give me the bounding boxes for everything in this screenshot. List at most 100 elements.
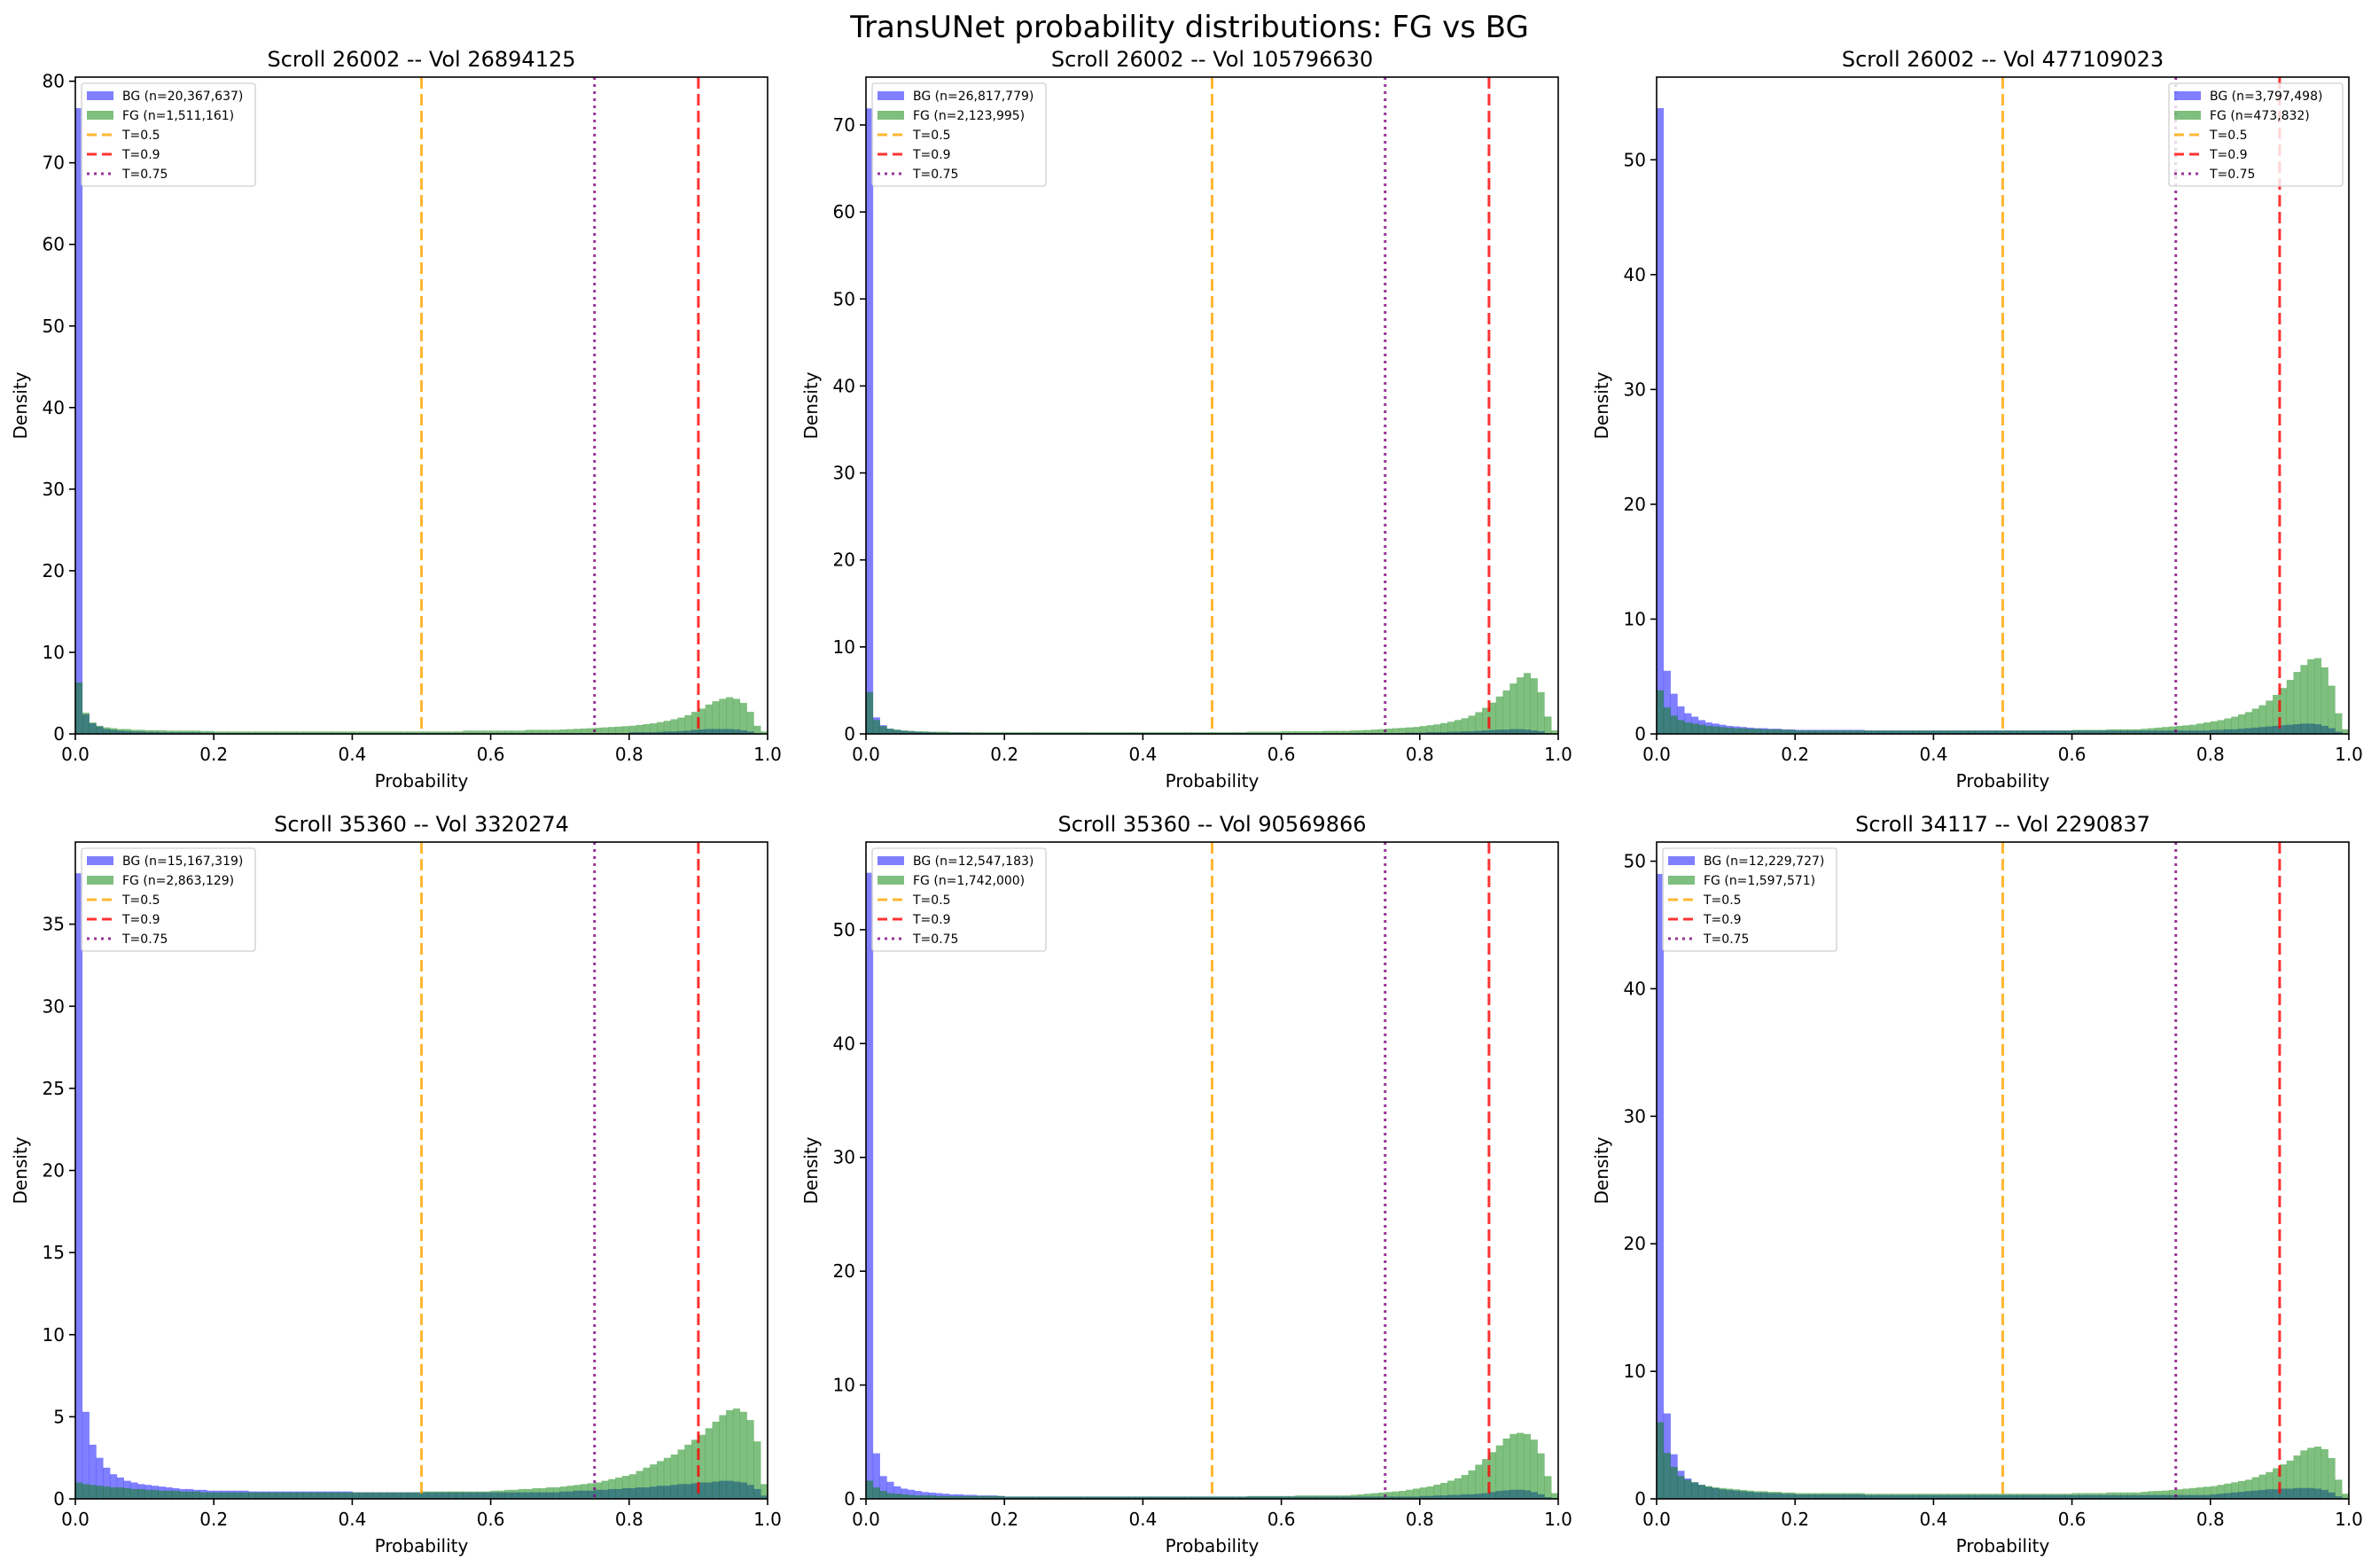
- histogram-bar: [621, 726, 630, 734]
- y-tick-label: 30: [833, 463, 855, 484]
- histogram-bar: [1975, 730, 1983, 734]
- histogram-bar: [1337, 1495, 1345, 1499]
- histogram-bar: [2079, 1493, 2086, 1499]
- x-tick-label: 0.6: [2058, 744, 2086, 765]
- y-tick-label: 40: [1624, 264, 1646, 285]
- histogram-bar: [963, 1495, 971, 1499]
- histogram-bar: [172, 1490, 180, 1499]
- histogram-bar: [948, 732, 956, 734]
- histogram-bar: [165, 1490, 173, 1499]
- histogram-bar: [331, 1492, 339, 1499]
- histogram-bar: [110, 728, 118, 734]
- histogram-bar: [2051, 1494, 2059, 1499]
- histogram-bar: [970, 732, 978, 734]
- histogram-bar: [248, 731, 256, 734]
- histogram-bar: [1691, 1482, 1699, 1499]
- histogram-bar: [2273, 694, 2281, 734]
- histogram-bar: [914, 1491, 922, 1499]
- histogram-bar: [753, 1441, 761, 1499]
- histogram-bar: [1704, 725, 1712, 734]
- histogram-bar: [158, 1490, 166, 1499]
- x-tick-label: 0.0: [61, 1509, 90, 1530]
- histogram-bar: [1184, 732, 1192, 734]
- histogram-bar: [872, 1453, 880, 1499]
- histogram-bar: [2162, 1490, 2170, 1499]
- histogram-bar: [144, 729, 152, 734]
- histogram-bar: [2148, 1491, 2156, 1499]
- histogram-bar: [1509, 683, 1517, 734]
- histogram-bar: [221, 731, 229, 734]
- histogram-bar: [1726, 1488, 1734, 1499]
- y-tick-label: 0: [53, 1488, 65, 1509]
- histogram-bar: [1364, 729, 1372, 734]
- histogram-bar: [1440, 722, 1448, 734]
- histogram-bar: [1288, 1495, 1296, 1499]
- histogram-bar: [441, 1491, 450, 1499]
- histogram-bar: [394, 1492, 402, 1499]
- histogram-bar: [2064, 1494, 2072, 1499]
- legend-label: FG (n=1,742,000): [913, 874, 1025, 888]
- histogram-bar: [628, 725, 636, 734]
- histogram-bar: [1995, 1494, 2003, 1499]
- histogram-bar: [1163, 732, 1171, 734]
- histogram-bar: [2133, 1492, 2141, 1499]
- axes-frame: [865, 841, 1559, 1500]
- histogram-bar: [1330, 1495, 1338, 1499]
- histogram-bar: [1670, 715, 1678, 734]
- histogram-bar: [1433, 724, 1441, 734]
- histogram-bar: [2120, 729, 2128, 734]
- histogram-bar: [1774, 1492, 1782, 1499]
- subplot: 0.0 0.2 0.4 0.6 0.8 1.0 0 10 20 30 40 50 Scroll 3536…: [800, 812, 1572, 1556]
- histogram-bar: [907, 1494, 915, 1499]
- histogram-bar: [608, 727, 616, 734]
- y-tick-label: 15: [43, 1242, 65, 1263]
- histogram-bar: [255, 1492, 263, 1499]
- histogram-bar: [1239, 1496, 1247, 1499]
- histogram-bar: [227, 1492, 235, 1499]
- y-tick-label: 0: [844, 723, 855, 745]
- histogram-bar: [338, 1492, 346, 1499]
- histogram-bar: [2148, 728, 2156, 734]
- legend-label: T=0.9: [2209, 148, 2248, 162]
- histogram-bar: [1746, 1490, 1754, 1499]
- x-tick-label: 0.6: [1268, 1509, 1296, 1530]
- histogram-bar: [608, 1478, 616, 1499]
- legend-box: [871, 847, 1047, 952]
- histogram-bar: [1080, 732, 1088, 734]
- histogram-bar: [276, 731, 284, 734]
- histogram-bar: [1011, 732, 1019, 734]
- histogram-bar: [96, 1457, 104, 1499]
- histogram-bar: [1517, 677, 1525, 734]
- histogram-bar: [1850, 1493, 1858, 1499]
- histogram-bar: [990, 1495, 998, 1499]
- histogram-bar: [879, 726, 887, 734]
- histogram-bar: [963, 732, 971, 734]
- histogram-bar: [2057, 730, 2066, 734]
- y-tick-label: 40: [43, 397, 65, 418]
- histogram-bar: [1350, 730, 1358, 734]
- histogram-bar: [1495, 1445, 1503, 1499]
- histogram-bar: [497, 730, 505, 734]
- histogram-bar: [241, 731, 249, 734]
- histogram-bar: [379, 731, 387, 734]
- histogram-bar: [594, 728, 602, 734]
- histogram-bar: [983, 732, 991, 734]
- histogram-bar: [2328, 1457, 2336, 1499]
- x-axis-label: Probability: [375, 770, 469, 792]
- legend-label: BG (n=26,817,779): [913, 90, 1034, 104]
- histogram-bar: [2307, 659, 2315, 734]
- legend-box: [81, 847, 256, 952]
- histogram-bar: [1502, 1438, 1510, 1499]
- histogram-bar: [1837, 1493, 1845, 1499]
- axes-frame: [1656, 841, 2350, 1500]
- histogram-bar: [1502, 690, 1510, 734]
- histogram-bar: [89, 1485, 97, 1499]
- y-tick-label: 50: [43, 316, 65, 337]
- histogram-bar: [1281, 731, 1289, 734]
- histogram-bar: [255, 731, 263, 734]
- histogram-bar: [1454, 720, 1462, 734]
- y-tick-label: 10: [1624, 608, 1646, 629]
- histogram-bar: [1697, 724, 1705, 734]
- histogram-bar: [1150, 732, 1158, 734]
- histogram-bar: [463, 1491, 471, 1499]
